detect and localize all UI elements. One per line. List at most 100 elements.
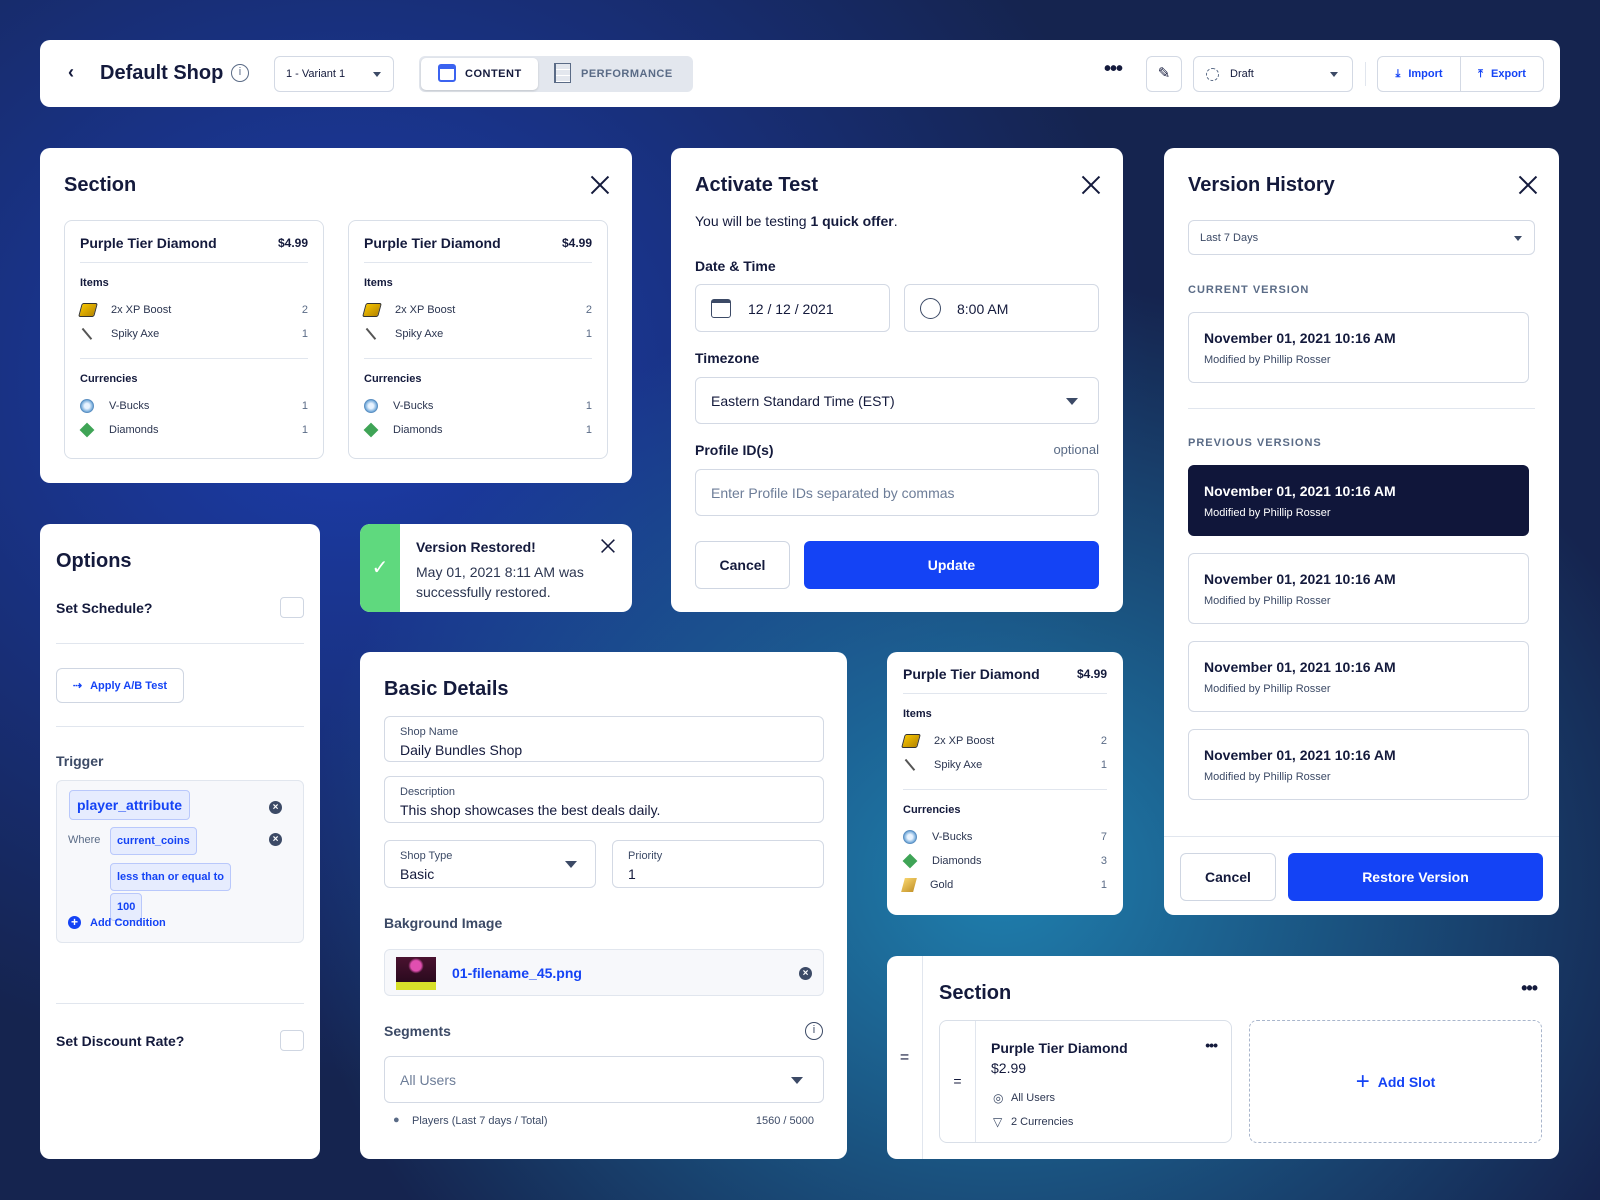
more-options-icon[interactable]: ••• <box>1104 58 1123 80</box>
segments-select[interactable]: All Users <box>384 1056 824 1103</box>
offer-card[interactable]: Purple Tier Diamond $4.99 Items 2x XP Boost… <box>64 220 324 459</box>
drag-handle[interactable]: = <box>940 1021 976 1142</box>
attribute-chip[interactable]: player_attribute <box>69 790 191 820</box>
background-image-file[interactable]: 01-filename_45.png × <box>384 949 824 996</box>
tab-content[interactable]: CONTENT <box>421 58 538 90</box>
cancel-button[interactable]: Cancel <box>695 541 790 589</box>
time-input[interactable]: 8:00 AM <box>904 284 1099 332</box>
vbucks-icon <box>80 399 94 413</box>
calendar-icon <box>438 64 456 82</box>
vbucks-icon <box>364 399 378 413</box>
date-value: 12 / 12 / 2021 <box>748 301 834 317</box>
divider <box>1164 836 1559 837</box>
slot-title: Purple Tier Diamond <box>991 1040 1128 1056</box>
success-strip: ✓ <box>360 524 400 612</box>
item-quantity: 1 <box>1100 759 1107 771</box>
restore-version-button[interactable]: Restore Version <box>1288 853 1543 901</box>
remove-icon[interactable]: × <box>269 801 282 814</box>
export-button[interactable]: ⤒ Export <box>1461 57 1543 91</box>
current-version-card[interactable]: November 01, 2021 10:16 AM Modified by P… <box>1188 312 1529 383</box>
version-card[interactable]: November 01, 2021 10:16 AM Modified by Ph… <box>1188 641 1529 712</box>
add-condition-button[interactable]: + Add Condition <box>68 916 166 929</box>
item-quantity: 1 <box>301 328 308 340</box>
close-icon[interactable] <box>1081 175 1101 195</box>
timezone-label: Timezone <box>695 350 760 366</box>
item-name: V-Bucks <box>393 400 434 412</box>
back-chevron-icon[interactable]: ‹ <box>68 62 74 82</box>
status-select[interactable]: Draft <box>1193 56 1353 92</box>
add-slot-button[interactable]: + Add Slot <box>1249 1020 1542 1143</box>
apply-ab-test-button[interactable]: ⇢ Apply A/B Test <box>56 668 184 703</box>
list-item: 2x XP Boost 2 <box>362 298 592 322</box>
file-name[interactable]: 01-filename_45.png <box>452 965 582 981</box>
info-icon[interactable]: i <box>231 64 249 82</box>
item-name: Spiky Axe <box>395 328 444 340</box>
version-card[interactable]: November 01, 2021 10:16 AM Modified by Ph… <box>1188 553 1529 624</box>
item-name: Diamonds <box>932 855 982 867</box>
divider <box>56 1003 304 1004</box>
variant-select[interactable]: 1 - Variant 1 <box>274 56 394 92</box>
import-export-group: ⤓ Import ⤒ Export <box>1377 56 1544 92</box>
previous-versions-label: PREVIOUS VERSIONS <box>1188 437 1322 449</box>
shop-name-value: Daily Bundles Shop <box>400 742 523 758</box>
chevron-down-icon <box>791 1077 803 1084</box>
boost-icon <box>78 303 98 317</box>
shop-name-input[interactable]: Shop Name Daily Bundles Shop <box>384 716 824 762</box>
timezone-select[interactable]: Eastern Standard Time (EST) <box>695 377 1099 424</box>
diamond-icon <box>363 422 379 438</box>
intro-suffix: . <box>893 213 898 229</box>
offer-price: $4.99 <box>561 236 592 250</box>
close-icon[interactable] <box>1518 175 1538 195</box>
draft-status-icon <box>1206 68 1219 81</box>
version-card[interactable]: November 01, 2021 10:16 AM Modified by Ph… <box>1188 465 1529 536</box>
close-icon[interactable] <box>590 175 610 195</box>
dialog-title: Activate Test <box>695 174 819 196</box>
date-range-select[interactable]: Last 7 Days <box>1188 220 1535 255</box>
slot-card[interactable]: = Purple Tier Diamond ••• $2.99 ◎ All Us… <box>939 1020 1232 1143</box>
currencies-label: Currencies <box>80 373 138 385</box>
version-card[interactable]: November 01, 2021 10:16 AM Modified by Ph… <box>1188 729 1529 800</box>
value-chip[interactable]: 100 <box>110 893 143 921</box>
offer-header: Purple Tier Diamond $4.99 <box>80 235 308 263</box>
set-schedule-checkbox[interactable] <box>280 597 304 618</box>
date-input[interactable]: 12 / 12 / 2021 <box>695 284 890 332</box>
timezone-value: Eastern Standard Time (EST) <box>711 393 895 409</box>
intro-bold: 1 quick offer <box>810 213 894 229</box>
operator-chip[interactable]: less than or equal to <box>110 863 231 891</box>
list-item: Diamonds 3 <box>902 849 1107 873</box>
drag-handle[interactable]: = <box>887 956 923 1159</box>
more-options-icon[interactable]: ••• <box>1521 978 1538 998</box>
tab-performance[interactable]: PERFORMANCE <box>539 58 691 90</box>
shop-type-select[interactable]: Shop Type Basic <box>384 840 596 888</box>
more-options-icon[interactable]: ••• <box>1205 1037 1218 1053</box>
cancel-button[interactable]: Cancel <box>1180 853 1276 901</box>
offer-card[interactable]: Purple Tier Diamond $4.99 Items 2x XP Boost… <box>348 220 608 459</box>
field-chip[interactable]: current_coins <box>110 827 197 855</box>
divider <box>56 726 304 727</box>
update-button[interactable]: Update <box>804 541 1099 589</box>
add-slot-label: Add Slot <box>1377 1073 1436 1090</box>
close-icon[interactable] <box>601 539 616 554</box>
status-value: Draft <box>1230 68 1254 80</box>
import-button[interactable]: ⤓ Import <box>1378 57 1461 91</box>
offer-card[interactable]: Purple Tier Diamond $4.99 Items 2x XP Boost… <box>901 666 1107 897</box>
plus-circle-icon: + <box>68 916 81 929</box>
tab-performance-label: PERFORMANCE <box>581 68 673 80</box>
offer-preview-card: Purple Tier Diamond $4.99 Items 2x XP Boost… <box>887 652 1123 915</box>
info-icon[interactable]: i <box>805 1022 823 1040</box>
edit-button[interactable]: ✎ <box>1146 56 1182 92</box>
tab-content-label: CONTENT <box>465 68 522 80</box>
item-name: Spiky Axe <box>934 759 983 771</box>
version-date: November 01, 2021 10:16 AM <box>1204 659 1396 675</box>
trigger-box: player_attribute × Where current_coins ×… <box>56 780 304 943</box>
description-input[interactable]: Description This shop showcases the best … <box>384 776 824 823</box>
clock-icon <box>920 298 941 319</box>
priority-input[interactable]: Priority 1 <box>612 840 824 888</box>
priority-label: Priority <box>628 850 663 862</box>
remove-icon[interactable]: × <box>799 967 812 980</box>
remove-icon[interactable]: × <box>269 833 282 846</box>
set-discount-checkbox[interactable] <box>280 1030 304 1051</box>
profile-ids-input[interactable]: Enter Profile IDs separated by commas <box>695 469 1099 516</box>
apply-ab-test-label: Apply A/B Test <box>90 679 168 692</box>
intro-text: You will be testing 1 quick offer. <box>695 213 898 229</box>
